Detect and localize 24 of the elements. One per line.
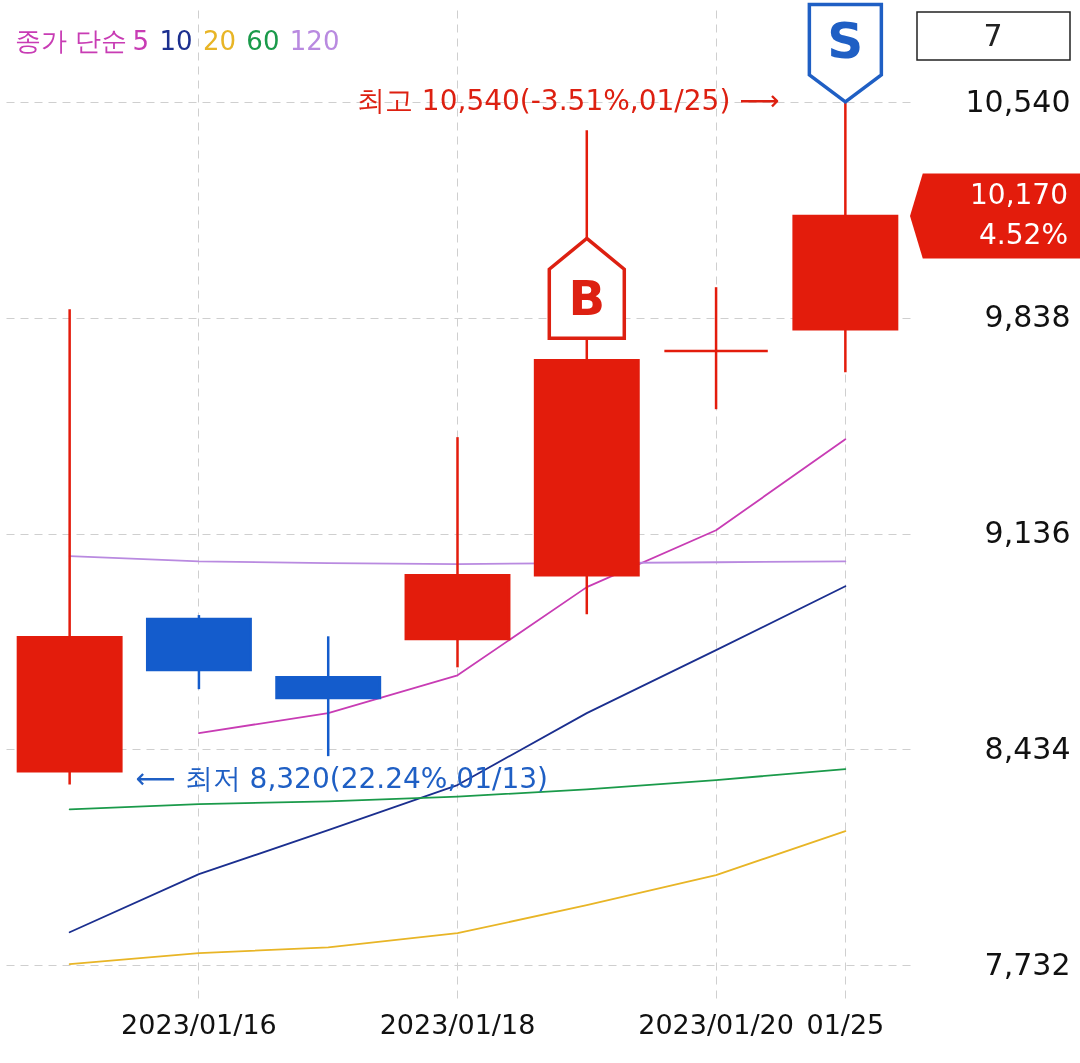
x-tick-label: 2023/01/20 [638, 1008, 794, 1040]
y-tick-label: 7,732 [984, 946, 1071, 982]
y-tick-label: 10,540 [965, 83, 1071, 119]
y-tick-label: 9,838 [984, 299, 1071, 335]
line-series [68, 830, 847, 966]
legend-title: 종가 단순 [15, 26, 128, 56]
text: 10,170 4.52% [970, 177, 1068, 251]
x-tick-label: 2023/01/16 [121, 1008, 277, 1040]
x-tick-label: 01/25 [806, 1008, 885, 1040]
line-series [198, 438, 847, 734]
candlestick [663, 285, 770, 411]
text: 60 [246, 26, 280, 56]
text: 7 [983, 18, 1003, 53]
text: 20 [202, 26, 236, 56]
y-tick-label: 8,434 [984, 730, 1071, 766]
text: 120 [289, 26, 340, 56]
line-series [68, 585, 847, 934]
annotation: S [827, 12, 864, 71]
text: 5 [132, 26, 150, 56]
annotation: B [568, 270, 606, 327]
text: 10 [159, 26, 193, 56]
y-tick-label: 9,136 [984, 515, 1071, 551]
annotation: 최고 10,540(-3.51%,01/25) ⟶ [356, 84, 780, 118]
x-tick-label: 2023/01/18 [379, 1008, 536, 1040]
